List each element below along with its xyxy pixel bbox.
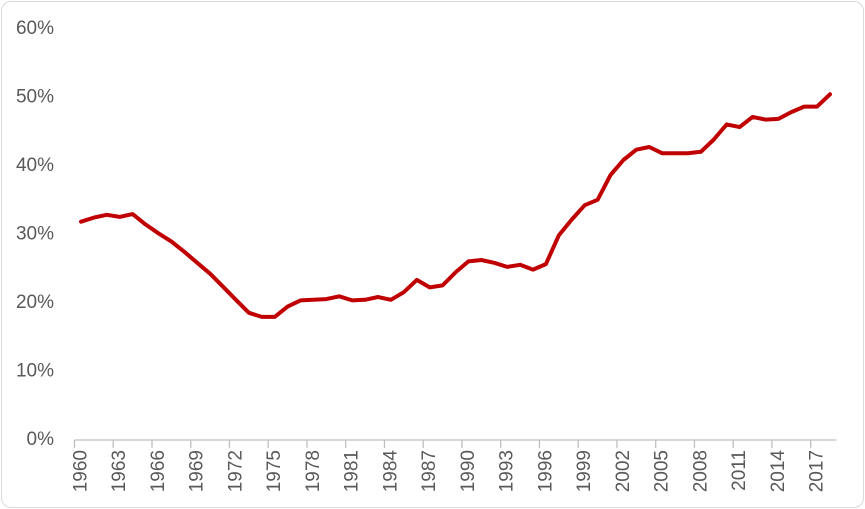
x-axis-label: 1978	[303, 450, 324, 492]
x-axis-label: 1993	[497, 450, 518, 492]
x-axis-label: 1984	[380, 450, 401, 493]
x-axis-label: 1990	[458, 450, 479, 492]
x-axis-label: 1996	[535, 450, 556, 492]
x-axis-label: 1999	[574, 450, 595, 492]
x-axis-label: 1981	[342, 450, 363, 492]
y-axis-label: 0%	[27, 429, 55, 450]
x-axis-label: 2011	[729, 450, 750, 491]
x-axis-label: 1975	[264, 450, 285, 492]
x-axis-label: 2005	[652, 450, 673, 492]
x-axis-label: 2002	[613, 450, 634, 492]
y-axis-label: 40%	[16, 155, 54, 176]
x-axis-label: 2017	[807, 450, 828, 492]
x-axis-label: 1966	[148, 450, 169, 492]
x-axis-label: 1972	[225, 450, 246, 492]
y-axis-label: 60%	[16, 18, 54, 39]
x-axis-label: 2014	[768, 450, 789, 493]
x-axis-label: 1963	[109, 450, 130, 492]
x-axis-label: 1987	[419, 450, 440, 492]
y-axis-label: 10%	[16, 361, 54, 382]
y-axis-label: 50%	[16, 87, 54, 108]
y-axis-label: 20%	[16, 292, 54, 313]
x-axis-label: 1969	[187, 450, 208, 492]
y-axis-label: 30%	[16, 224, 54, 245]
series-line	[79, 92, 832, 319]
x-axis-label: 1960	[70, 450, 91, 492]
x-axis-label: 2008	[690, 450, 711, 492]
